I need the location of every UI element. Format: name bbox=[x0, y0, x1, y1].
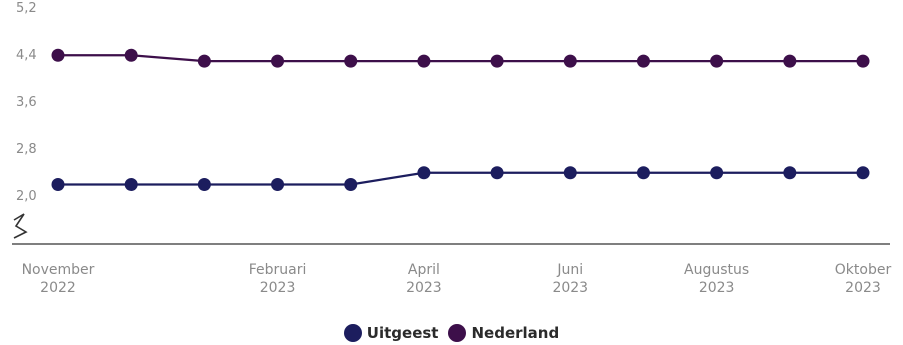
data-point-nederland[interactable] bbox=[271, 54, 285, 68]
series-line-uitgeest bbox=[58, 171, 863, 186]
x-tick-label: Februari 2023 bbox=[249, 262, 307, 296]
data-point-nederland[interactable] bbox=[710, 54, 724, 68]
x-tick-label: Augustus 2023 bbox=[684, 262, 749, 296]
legend-label-uitgeest: Uitgeest bbox=[366, 324, 439, 342]
x-axis: November 2022 Februari 2023 April 2023 Juni 202… bbox=[12, 243, 892, 296]
data-point-nederland[interactable] bbox=[197, 54, 211, 68]
x-tick-label: Juni 2023 bbox=[552, 262, 588, 296]
series-line-nederland bbox=[58, 54, 863, 63]
y-tick-label: 3,6 bbox=[16, 95, 37, 110]
data-point-uitgeest[interactable] bbox=[710, 166, 724, 180]
y-tick-label: 4,4 bbox=[16, 48, 37, 63]
x-tick-label: November 2022 bbox=[22, 262, 95, 296]
x-tick-label: April 2023 bbox=[406, 262, 442, 296]
data-point-uitgeest[interactable] bbox=[636, 166, 650, 180]
data-point-nederland[interactable] bbox=[563, 54, 577, 68]
legend-item-nederland[interactable]: Nederland bbox=[448, 324, 559, 342]
data-point-nederland[interactable] bbox=[51, 48, 65, 62]
data-point-uitgeest[interactable] bbox=[563, 166, 577, 180]
data-point-uitgeest[interactable] bbox=[51, 178, 65, 191]
legend: Uitgeest Nederland bbox=[0, 324, 903, 342]
data-point-uitgeest[interactable] bbox=[783, 166, 797, 180]
legend-swatch-nederland bbox=[448, 324, 467, 342]
data-point-nederland[interactable] bbox=[636, 54, 650, 68]
data-point-nederland[interactable] bbox=[344, 54, 358, 68]
data-point-uitgeest[interactable] bbox=[490, 166, 504, 180]
legend-swatch-uitgeest bbox=[343, 324, 362, 342]
y-tick-label: 2,8 bbox=[16, 142, 37, 157]
x-tick-label: Oktober 2023 bbox=[835, 262, 892, 296]
legend-label-nederland: Nederland bbox=[471, 324, 560, 342]
data-point-uitgeest[interactable] bbox=[344, 178, 358, 191]
y-axis: 2,0 2,8 3,6 4,4 5,2 bbox=[13, 1, 37, 239]
data-point-nederland[interactable] bbox=[490, 54, 504, 68]
data-point-nederland[interactable] bbox=[417, 54, 431, 68]
data-point-uitgeest[interactable] bbox=[417, 166, 431, 180]
series-layer bbox=[51, 48, 870, 191]
data-point-uitgeest[interactable] bbox=[197, 178, 211, 191]
data-point-uitgeest[interactable] bbox=[856, 166, 870, 180]
data-point-uitgeest[interactable] bbox=[271, 178, 285, 191]
data-point-nederland[interactable] bbox=[783, 54, 797, 68]
data-point-nederland[interactable] bbox=[856, 54, 870, 68]
y-tick-label: 2,0 bbox=[16, 189, 37, 204]
legend-item-uitgeest[interactable]: Uitgeest bbox=[343, 324, 439, 342]
data-point-uitgeest[interactable] bbox=[124, 178, 138, 191]
axis-break-icon bbox=[13, 213, 28, 239]
data-point-nederland[interactable] bbox=[124, 48, 138, 62]
y-tick-label: 5,2 bbox=[16, 1, 37, 16]
